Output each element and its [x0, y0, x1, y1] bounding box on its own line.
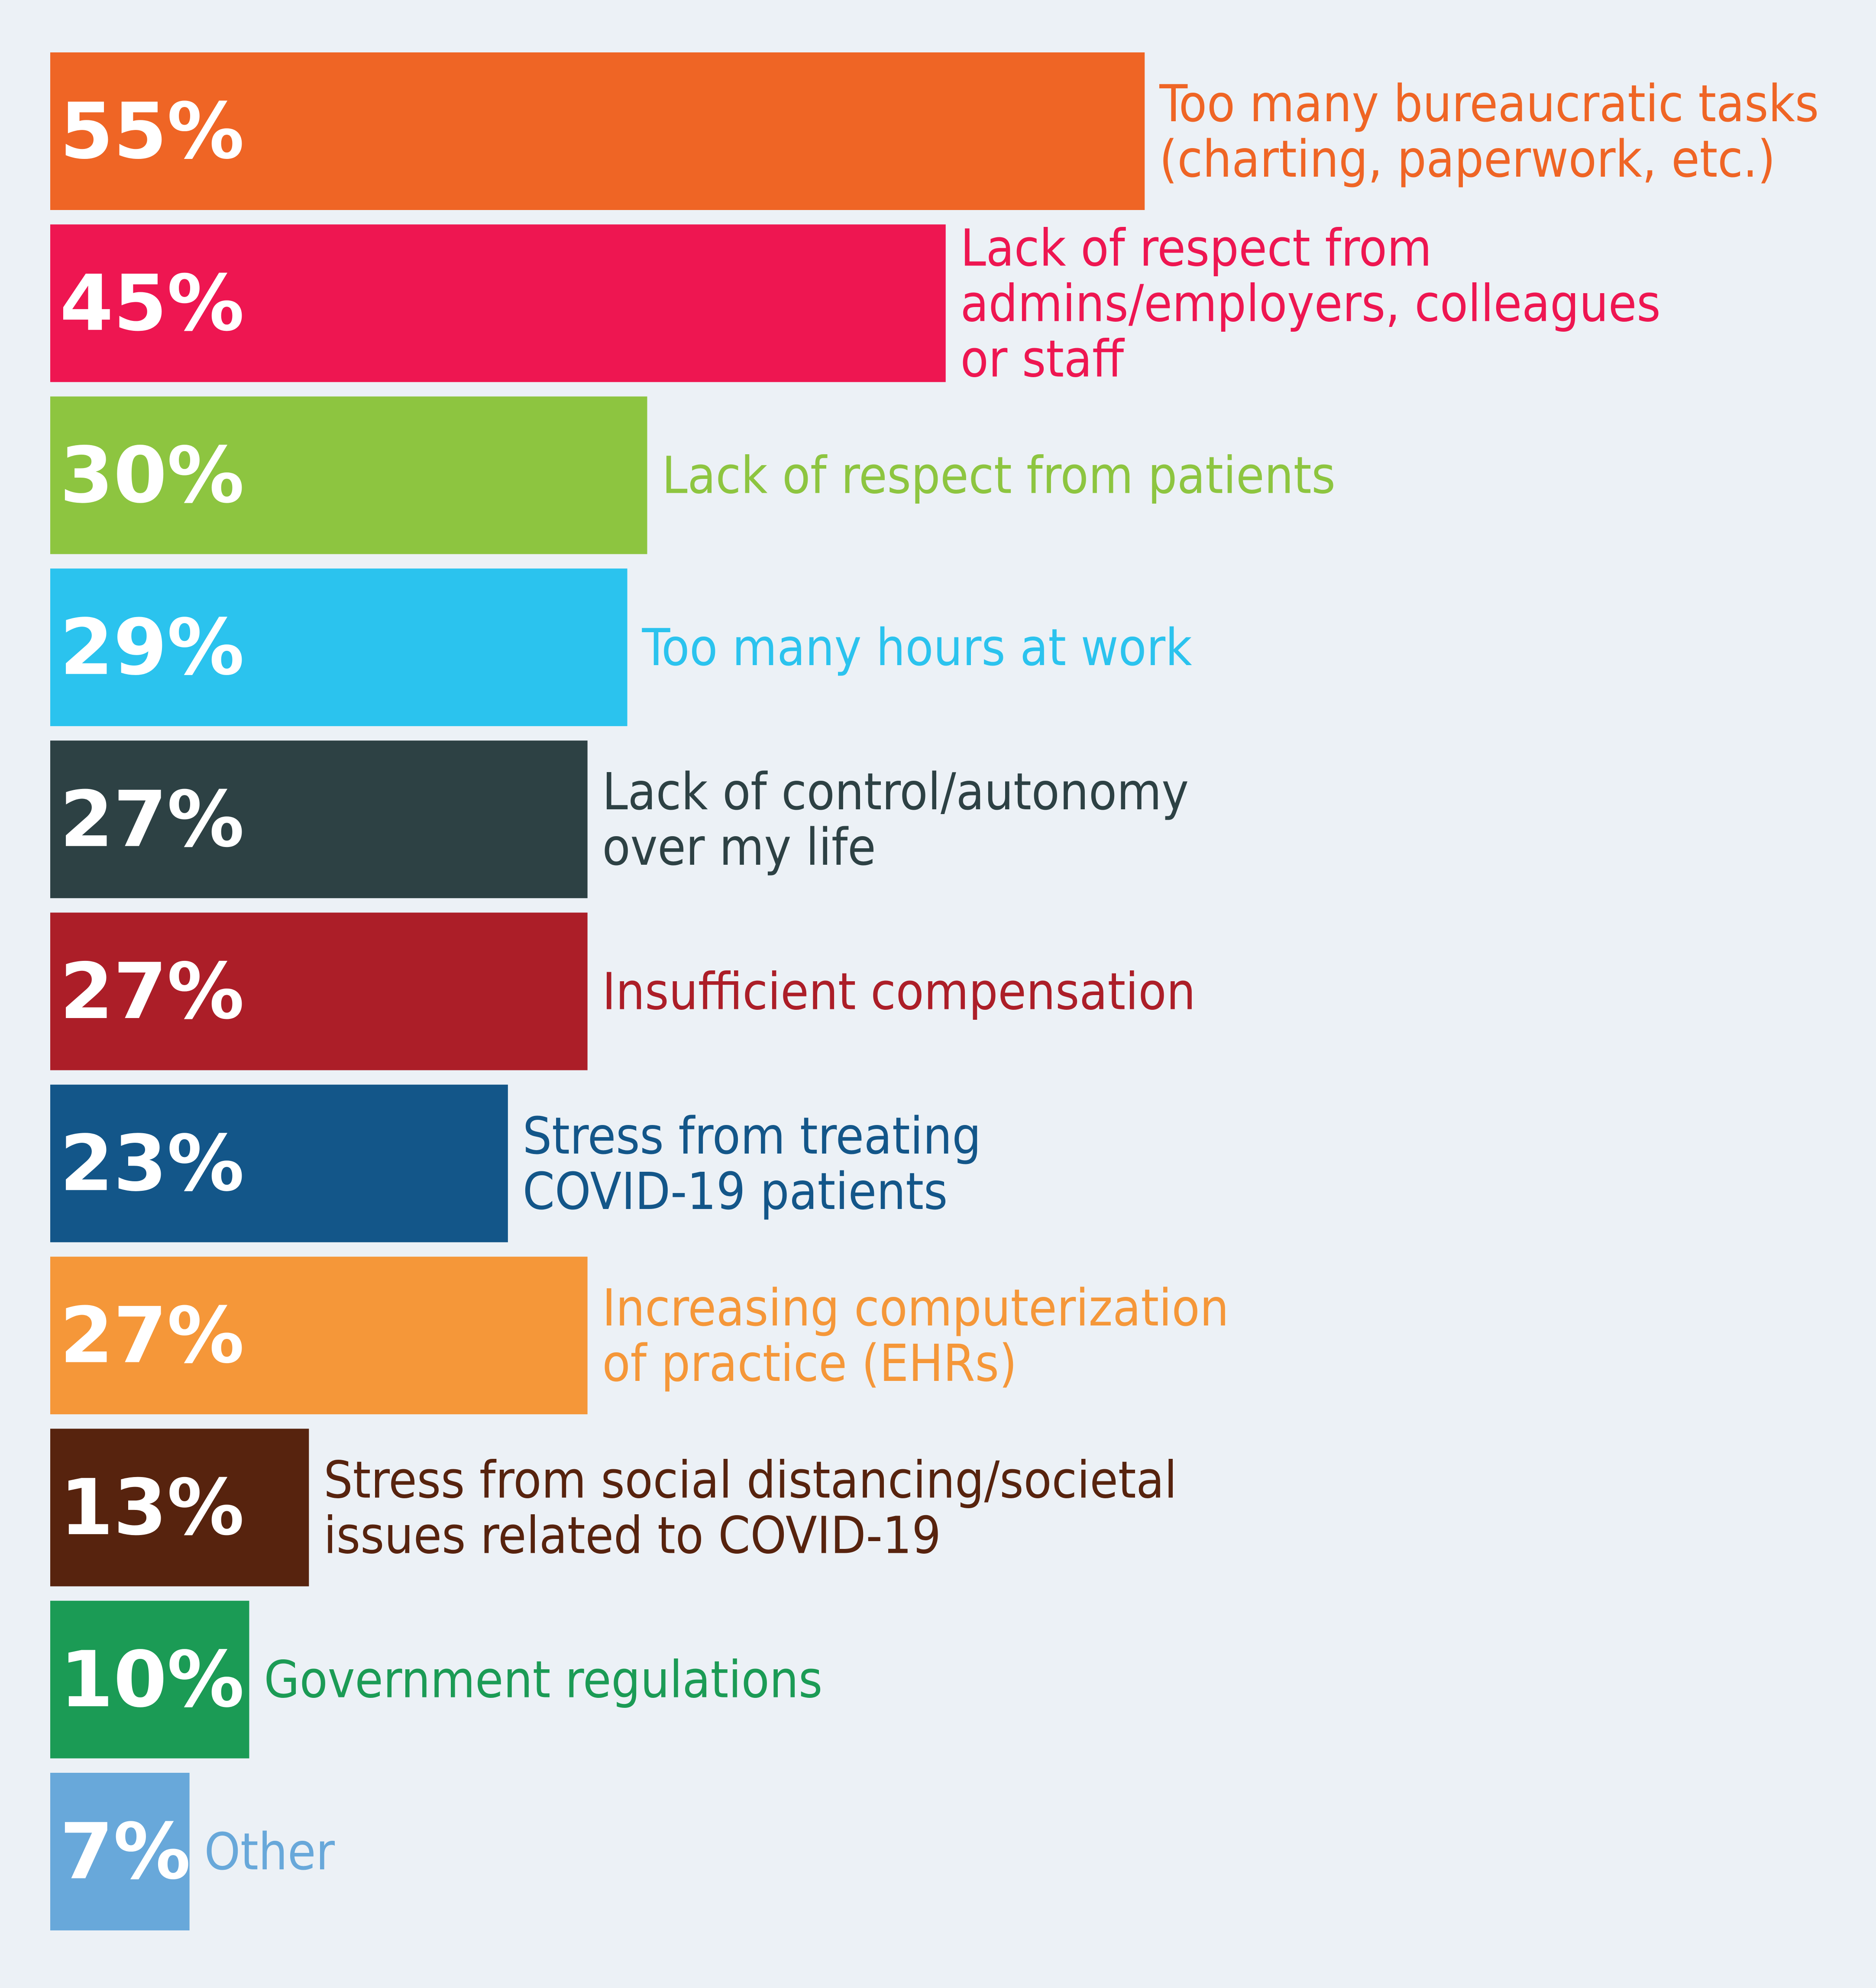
bar [50, 1600, 249, 1758]
bar-value-label: 27% [60, 1291, 244, 1380]
bar-group: 13% Stress from social distancing/societa… [50, 1429, 1177, 1587]
bars-layer: 55% Too many bureaucratic tasks (charting,… [50, 52, 1819, 1930]
bar-value-label: 29% [60, 602, 244, 692]
bar-category-label-line: of practice (EHRs) [602, 1333, 1017, 1393]
bar-category-label-line: COVID-19 patients [523, 1161, 948, 1221]
bar [50, 52, 1145, 210]
bar-group: 27% Lack of control/autonomy over my life [50, 740, 1189, 899]
bar-category-label-line: over my life [602, 817, 876, 877]
bar-group: 55% Too many bureaucratic tasks (charting,… [50, 52, 1819, 210]
bar-value-label: 27% [60, 775, 244, 864]
bar-group: 23% Stress from treating COVID-19 patients [50, 1084, 981, 1242]
bar-value-label: 55% [60, 87, 244, 176]
bar-group: 10% Government regulations [50, 1600, 823, 1758]
bar-value-label: 27% [60, 947, 244, 1036]
bar-category-label: Insufficient compensation [602, 962, 1196, 1021]
bar-group: 29% Too many hours at work [50, 568, 1193, 726]
bar-category-label: Lack of control/autonomy over my life [602, 762, 1189, 877]
bar-category-label: Too many bureaucratic tasks (charting, pa… [1159, 74, 1819, 189]
bar [50, 568, 627, 726]
bar-value-label: 7% [60, 1807, 191, 1897]
bar-category-label-line: Stress from social distancing/societal [323, 1450, 1177, 1510]
bar-group: 45% Lack of respect from admins/employers,… [50, 218, 1661, 388]
bar-category-label-line: Insufficient compensation [602, 962, 1196, 1021]
bar-category-label: Other [204, 1822, 335, 1881]
bar [50, 1429, 309, 1587]
bar [50, 1084, 508, 1242]
bar-category-label-line: Lack of respect from patients [662, 446, 1336, 505]
bar-value-label: 45% [60, 259, 244, 348]
bar [50, 912, 588, 1070]
bar-category-label-line: Too many hours at work [642, 617, 1193, 677]
bar-category-label-line: Lack of respect from [961, 218, 1432, 278]
bar-value-label: 13% [60, 1463, 244, 1552]
bar-category-label: Increasing computerization of practice (E… [602, 1278, 1229, 1393]
bar-category-label: Lack of respect from admins/employers, co… [961, 218, 1661, 388]
bar-category-label: Lack of respect from patients [662, 446, 1336, 505]
bar-category-label-line: Too many bureaucratic tasks [1159, 74, 1819, 133]
bar [50, 1257, 588, 1415]
bar [50, 740, 588, 899]
bar-category-label-line: (charting, paperwork, etc.) [1159, 129, 1776, 189]
bar-category-label-line: admins/employers, colleagues [961, 273, 1661, 333]
bar-category-label-line: Other [204, 1822, 335, 1881]
bar-category-label-line: Lack of control/autonomy [602, 762, 1189, 821]
bar-value-label: 23% [60, 1118, 244, 1208]
bar-value-label: 10% [60, 1635, 244, 1724]
bar [50, 396, 647, 554]
bar-group: 27% Insufficient compensation [50, 912, 1196, 1070]
bar-category-label: Stress from social distancing/societal is… [323, 1450, 1177, 1565]
bar [50, 224, 946, 382]
bar-group: 7% Other [50, 1773, 335, 1930]
bar-category-label-line: Stress from treating [523, 1106, 981, 1166]
bar-group: 27% Increasing computerization of practice… [50, 1257, 1229, 1415]
bar-category-label-line: Government regulations [264, 1650, 823, 1710]
bar-category-label-line: Increasing computerization [602, 1278, 1229, 1338]
bar-value-label: 30% [60, 430, 244, 520]
bar [50, 1773, 190, 1930]
bar-category-label: Too many hours at work [642, 617, 1193, 677]
bar-category-label: Stress from treating COVID-19 patients [523, 1106, 981, 1221]
bar-group: 30% Lack of respect from patients [50, 396, 1336, 554]
bar-category-label-line: issues related to COVID-19 [323, 1505, 941, 1565]
bar-category-label: Government regulations [264, 1650, 823, 1710]
bar-category-label-line: or staff [961, 329, 1125, 388]
